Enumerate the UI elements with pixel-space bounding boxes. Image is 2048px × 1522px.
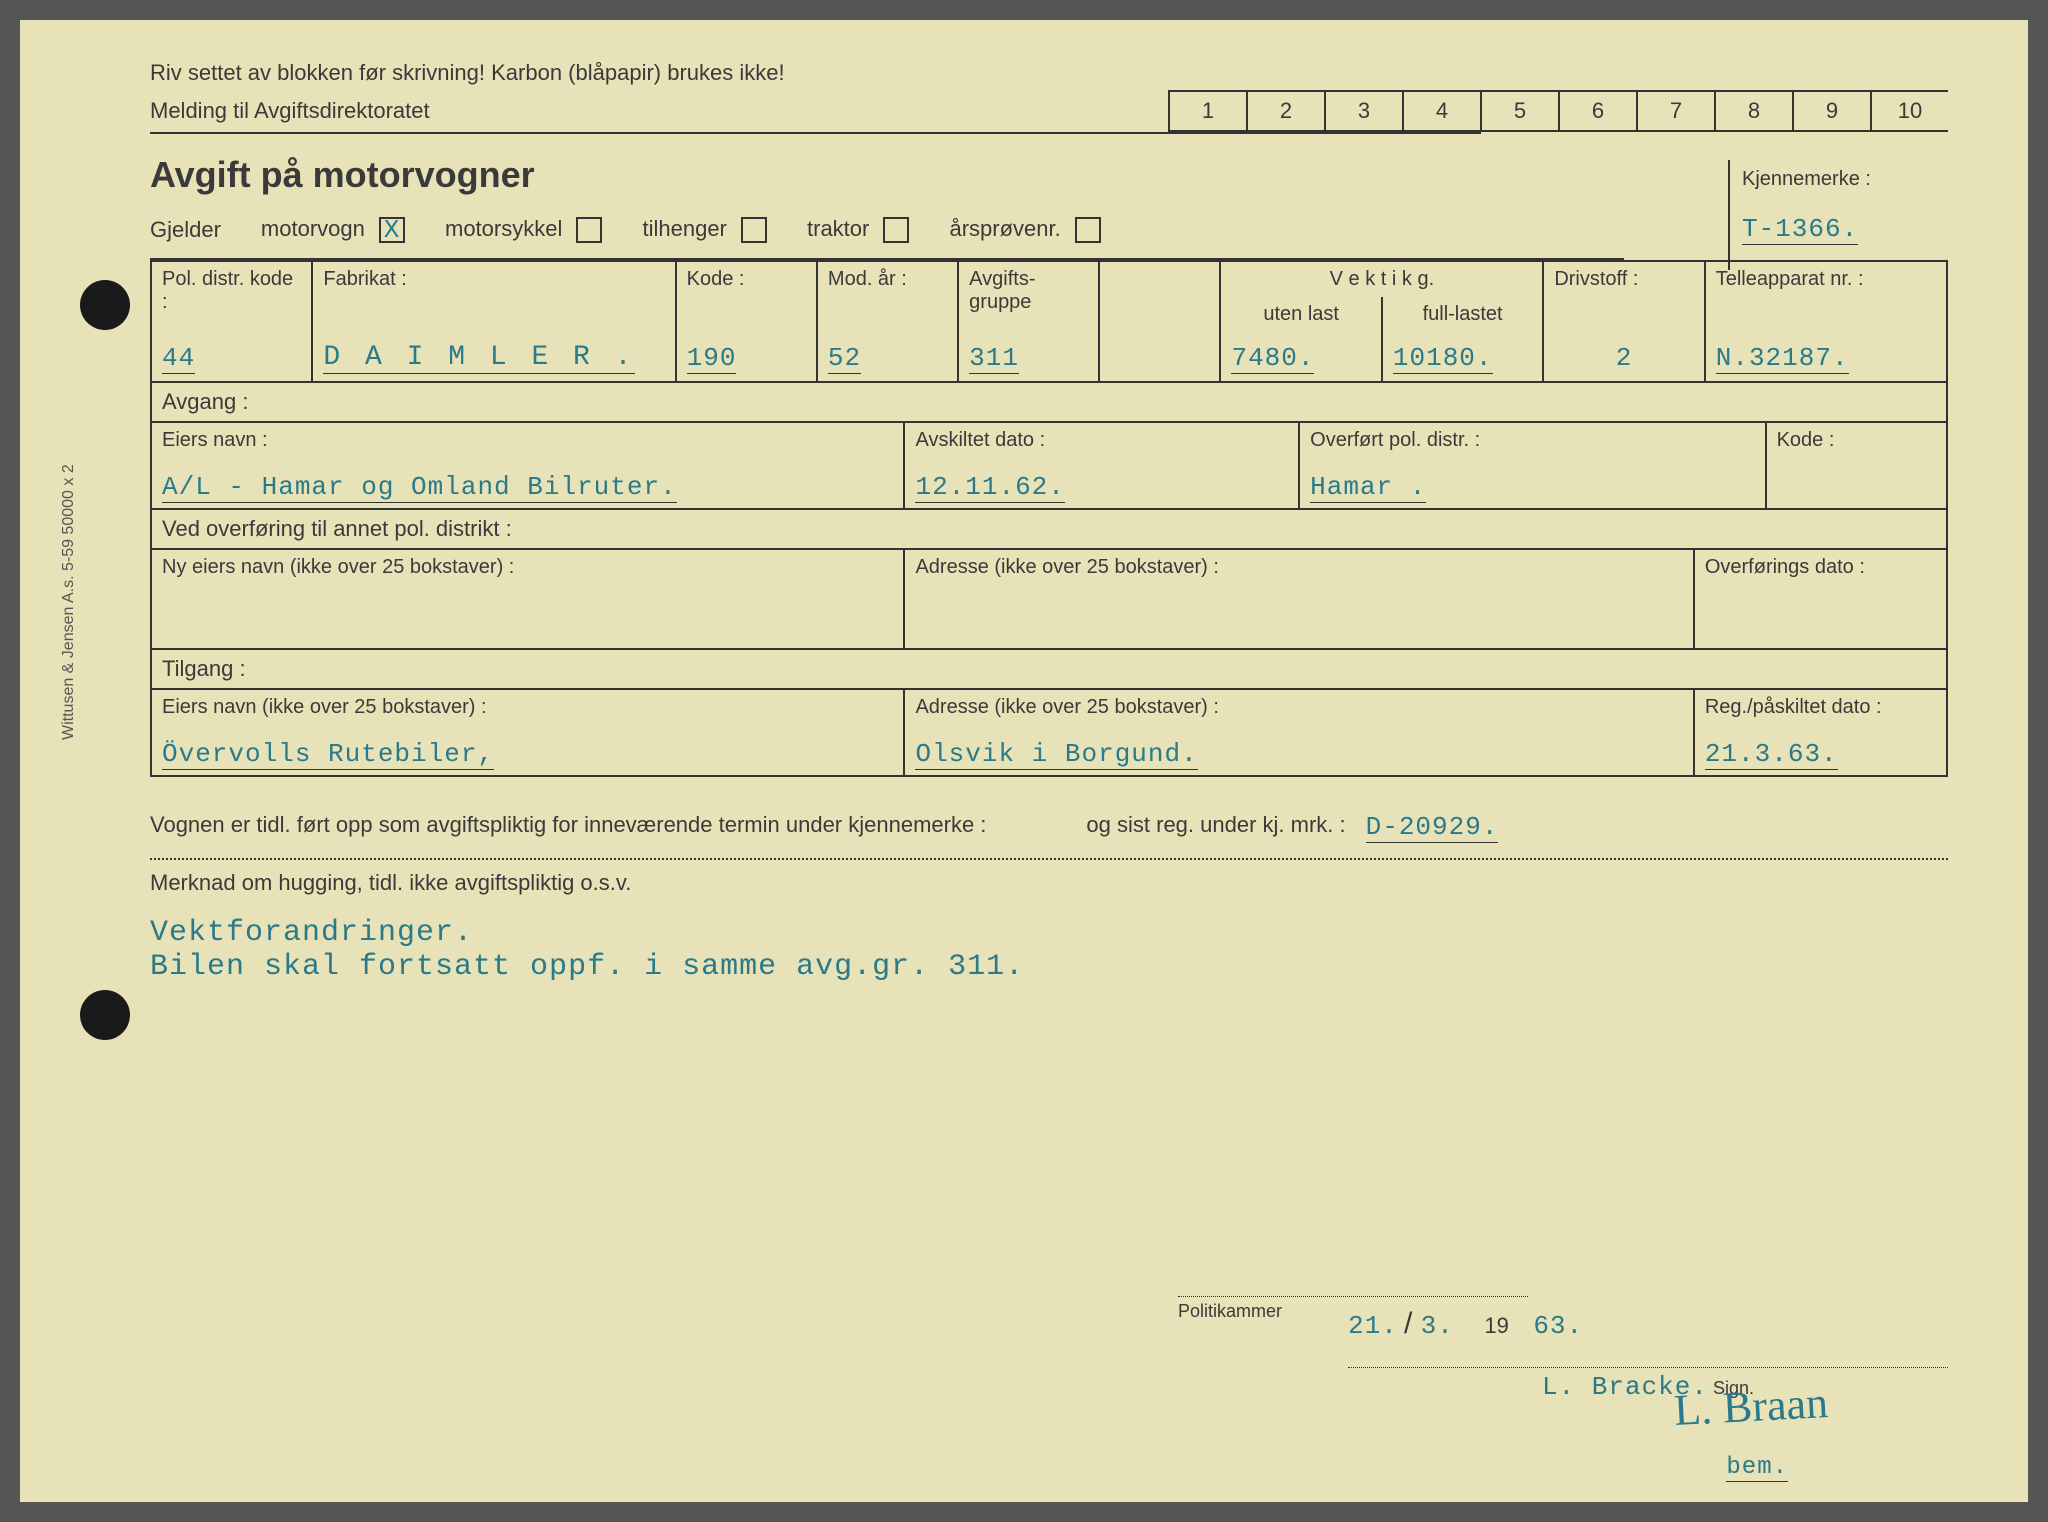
checkbox-motorsykkel[interactable]: [576, 217, 602, 243]
hdr-vekt: V e k t i k g.: [1220, 261, 1543, 297]
type-arsprovenr: årsprøvenr.: [949, 216, 1100, 243]
hdr-pol-distr: Pol. distr. kode :: [151, 261, 312, 332]
printer-mark: Wittusen & Jensen A.s. 5-59 50000 x 2: [60, 464, 78, 740]
strip-num: 7: [1636, 92, 1714, 130]
punch-hole: [80, 280, 130, 330]
type-traktor: traktor: [807, 216, 909, 243]
number-strip: 1 2 3 4 5 6 7 8 9 10: [1168, 90, 1948, 132]
checkbox-arsprovenr[interactable]: [1075, 217, 1101, 243]
strip-num: 8: [1714, 92, 1792, 130]
hdr-kode: Kode :: [676, 261, 817, 332]
form-page: Wittusen & Jensen A.s. 5-59 50000 x 2 Ri…: [20, 20, 2028, 1502]
date-year: 63.: [1533, 1311, 1583, 1341]
ved-overforing: Ved overføring til annet pol. distrikt :: [150, 510, 1948, 550]
eiers-navn-value: A/L - Hamar og Omland Bilruter.: [162, 472, 677, 503]
avgang-row2: Ny eiers navn (ikke over 25 bokstaver) :…: [150, 550, 1948, 650]
strip-num: 1: [1168, 92, 1246, 130]
bem-text: bem.: [1726, 1454, 1788, 1482]
signature-scribble: L. Braan: [1673, 1377, 1829, 1436]
footer-area: Vognen er tidl. ført opp som avgiftsplik…: [150, 797, 1948, 984]
checkbox-traktor[interactable]: [883, 217, 909, 243]
val-vekt-full: 10180.: [1393, 343, 1493, 374]
kode-label: Kode :: [1777, 429, 1936, 452]
val-blank: [1099, 332, 1220, 382]
type-motorsykkel: motorsykkel: [445, 216, 602, 243]
merknad-line1: Vektforandringer.: [150, 916, 1948, 950]
tilgang-eiers-label: Eiers navn (ikke over 25 bokstaver) :: [162, 696, 893, 719]
date-signature-block: 21. / 3. 19 63. L. Bracke. Sign.: [1348, 1307, 1948, 1402]
hdr-avgifts: Avgifts-gruppe: [958, 261, 1099, 332]
tilgang-row: Eiers navn (ikke over 25 bokstaver) : Öv…: [150, 690, 1948, 777]
val-telleapparat: N.32187.: [1716, 343, 1849, 374]
strip-num: 3: [1324, 92, 1402, 130]
date-month: 3.: [1421, 1311, 1454, 1341]
adresse-label: Adresse (ikke over 25 bokstaver) :: [915, 556, 1682, 579]
main-title: Avgift på motorvogner: [150, 154, 1948, 196]
avskiltet-value: 12.11.62.: [915, 472, 1064, 503]
strip-num: 2: [1246, 92, 1324, 130]
type-motorvogn: motorvogn X: [261, 216, 405, 243]
val-mod-ar: 52: [828, 343, 861, 374]
eiers-navn-label: Eiers navn :: [162, 429, 893, 452]
avgang-row1: Eiers navn : A/L - Hamar og Omland Bilru…: [150, 423, 1948, 510]
val-avgifts: 311: [969, 343, 1019, 374]
type-tilhenger: tilhenger: [642, 216, 767, 243]
instruction-text: Riv settet av blokken før skrivning! Kar…: [150, 60, 1948, 86]
strip-num: 9: [1792, 92, 1870, 130]
prev-mark-value: D-20929.: [1366, 812, 1499, 843]
punch-hole: [80, 990, 130, 1040]
avgang-section: Avgang :: [150, 383, 1948, 423]
tilgang-adresse-value: Olsvik i Borgund.: [915, 739, 1197, 770]
gjelder-label: Gjelder: [150, 217, 221, 243]
kjennemerke-value: T-1366.: [1742, 214, 1858, 245]
strip-num: 6: [1558, 92, 1636, 130]
overfort-label: Overført pol. distr. :: [1310, 429, 1754, 452]
val-pol-distr: 44: [162, 343, 195, 374]
hdr-drivstoff: Drivstoff :: [1543, 261, 1704, 332]
avskiltet-label: Avskiltet dato :: [915, 429, 1288, 452]
hdr-blank: [1099, 261, 1220, 332]
date-day: 21.: [1348, 1311, 1398, 1341]
hdr-telleapparat: Telleapparat nr. :: [1705, 261, 1947, 332]
overforings-dato-label: Overførings dato :: [1705, 556, 1936, 579]
ny-eiers-label: Ny eiers navn (ikke over 25 bokstaver) :: [162, 556, 893, 579]
val-vekt-uten: 7480.: [1231, 343, 1314, 374]
vehicle-type-row: Gjelder motorvogn X motorsykkel tilhenge…: [150, 216, 1624, 260]
type-label: motorsykkel: [445, 216, 562, 241]
strip-num: 5: [1480, 92, 1558, 130]
kjennemerke-box: Kjennemerke : T-1366.: [1728, 160, 1948, 270]
og-sist: og sist reg. under kj. mrk. :: [1086, 812, 1345, 843]
val-fabrikat: D A I M L E R .: [323, 342, 635, 374]
val-kode: 190: [687, 343, 737, 374]
tilgang-reg-value: 21.3.63.: [1705, 739, 1838, 770]
merknad-line2: Bilen skal fortsatt oppf. i samme avg.gr…: [150, 950, 1948, 984]
hdr-vekt-full: full-lastet: [1382, 297, 1543, 332]
type-label: traktor: [807, 216, 869, 241]
overfort-value: Hamar .: [1310, 472, 1426, 503]
type-label: tilhenger: [642, 216, 726, 241]
hdr-fabrikat: Fabrikat :: [312, 261, 675, 332]
type-label: årsprøvenr.: [949, 216, 1060, 241]
kjennemerke-label: Kjennemerke :: [1742, 168, 1871, 190]
val-drivstoff: 2: [1616, 343, 1633, 373]
merknad-label: Merknad om hugging, tidl. ikke avgiftspl…: [150, 860, 1948, 906]
tilgang-adresse-label: Adresse (ikke over 25 bokstaver) :: [915, 696, 1682, 719]
type-label: motorvogn: [261, 216, 365, 241]
checkbox-tilhenger[interactable]: [741, 217, 767, 243]
vognen-text: Vognen er tidl. ført opp som avgiftsplik…: [150, 812, 986, 843]
tilgang-eiers-value: Övervolls Rutebiler,: [162, 739, 494, 770]
tilgang-section: Tilgang :: [150, 650, 1948, 690]
tilgang-reg-label: Reg./påskiltet dato :: [1705, 696, 1936, 719]
hdr-vekt-uten: uten last: [1220, 297, 1381, 332]
vehicle-data-grid: Pol. distr. kode : Fabrikat : Kode : Mod…: [150, 260, 1948, 383]
hdr-mod-ar: Mod. år :: [817, 261, 958, 332]
checkbox-motorvogn[interactable]: X: [379, 217, 405, 243]
strip-num: 10: [1870, 92, 1948, 130]
date-year-prefix: 19: [1484, 1313, 1508, 1338]
strip-num: 4: [1402, 92, 1480, 130]
